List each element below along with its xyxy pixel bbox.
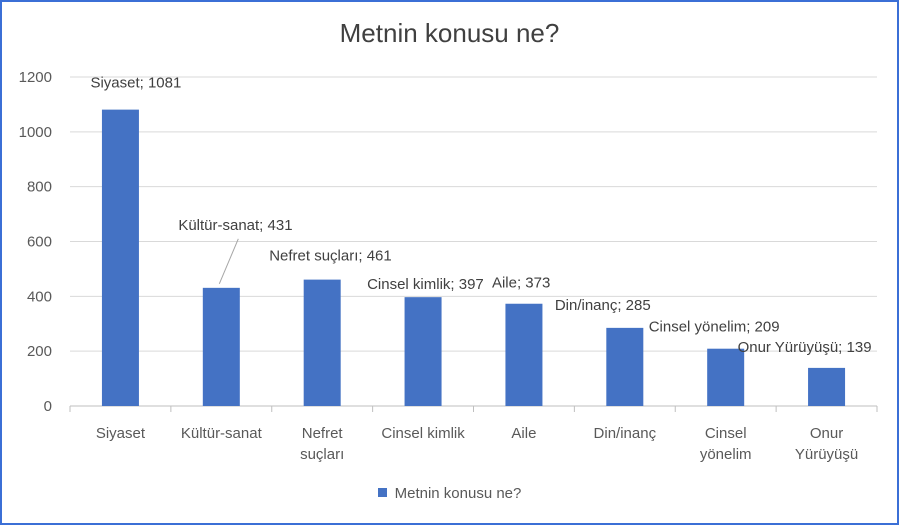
data-label: Cinsel kimlik; 397: [367, 276, 484, 293]
legend-label: Metnin konusu ne?: [394, 485, 522, 502]
data-label: Aile; 373: [492, 275, 550, 292]
bar: [707, 348, 745, 406]
chart-legend: Metnin konusu ne?: [0, 485, 899, 502]
legend-swatch: [377, 488, 387, 497]
data-label: Siyaset; 1081: [90, 75, 181, 92]
bar: [606, 327, 644, 406]
bar: [202, 287, 240, 406]
bar: [101, 109, 139, 407]
x-tick-label: suçları: [300, 446, 344, 463]
data-label: Kültür-sanat; 431: [178, 217, 292, 234]
x-tick-label: Siyaset: [96, 425, 146, 442]
x-tick-label: Din/inanç: [594, 425, 657, 442]
x-tick-label: Onur: [810, 425, 843, 442]
bar: [303, 279, 341, 406]
y-tick-label: 400: [27, 288, 52, 305]
y-tick-label: 600: [27, 234, 52, 251]
y-tick-label: 0: [44, 398, 52, 415]
data-label: Din/inanç; 285: [555, 297, 651, 314]
x-tick-label: Cinsel: [705, 425, 747, 442]
y-tick-label: 800: [27, 179, 52, 196]
y-tick-label: 200: [27, 343, 52, 360]
data-label-leader-line: [218, 238, 239, 285]
bar: [505, 303, 543, 406]
x-tick-label: yönelim: [700, 446, 752, 463]
x-tick-label: Nefret: [302, 425, 344, 442]
bar: [404, 297, 442, 406]
x-tick-label: Yürüyüşü: [795, 446, 858, 463]
x-tick-label: Aile: [511, 425, 536, 442]
x-tick-label: Kültür-sanat: [181, 425, 263, 442]
x-tick-label: Cinsel kimlik: [381, 425, 465, 442]
chart-title: Metnin konusu ne?: [339, 18, 560, 48]
data-label: Nefret suçları; 461: [269, 248, 392, 265]
data-label: Cinsel yönelim; 209: [649, 319, 780, 336]
data-label: Onur Yürüyüşü; 139: [738, 339, 872, 356]
y-tick-label: 1200: [19, 69, 52, 86]
y-tick-label: 1000: [19, 124, 52, 141]
bar: [808, 367, 846, 406]
